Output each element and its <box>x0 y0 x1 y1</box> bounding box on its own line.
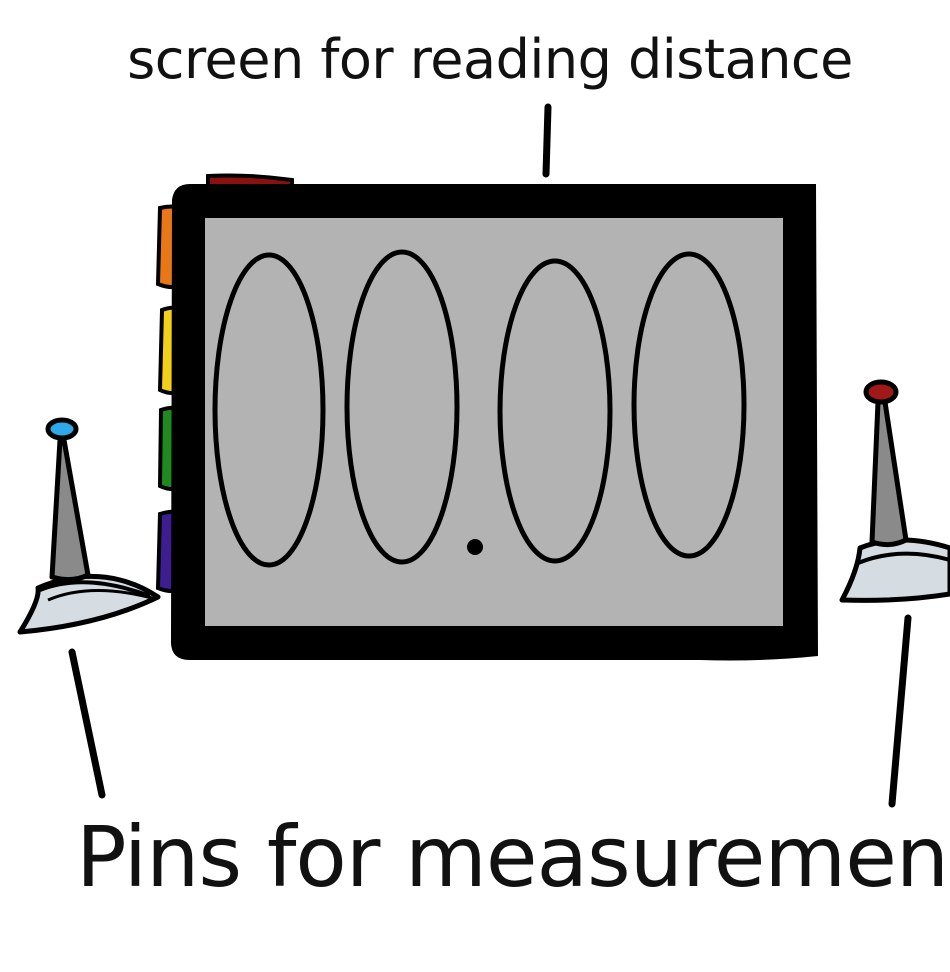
display-screen <box>205 218 783 626</box>
pins-label: Pins for measurement <box>76 808 950 906</box>
screen-leader-line <box>542 103 552 178</box>
digit-2 <box>344 249 460 565</box>
right-measurement-pin-icon <box>839 379 950 603</box>
left-measurement-pin-icon <box>17 417 161 635</box>
decimal-point <box>467 539 483 555</box>
digit-3 <box>497 258 613 564</box>
digit-1 <box>212 252 326 568</box>
digit-4 <box>631 251 747 559</box>
display-digits <box>212 249 747 568</box>
left-pin-leader-line <box>68 648 106 799</box>
right-pin-leader-line <box>888 614 912 808</box>
screen-label: screen for reading distance <box>127 28 853 91</box>
